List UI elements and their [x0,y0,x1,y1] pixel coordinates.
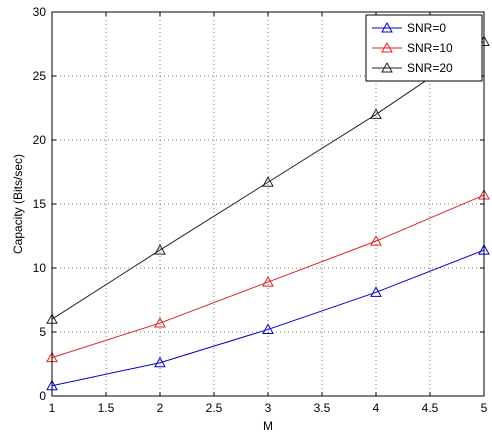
grid-lines [52,12,484,396]
data-point-marker [262,323,274,334]
y-tick-label: 0 [39,389,46,403]
x-tick-label: 4 [373,401,380,415]
legend-marker [381,21,393,33]
y-tick-label: 25 [33,69,47,83]
data-point-marker [154,356,166,368]
x-axis-ticks: 1 1.5 2 2.5 3 3.5 4 4.5 5 [49,12,488,415]
x-tick-label: 2.5 [206,401,223,415]
data-series [46,35,490,391]
legend-entry-label: SNR=10 [407,41,453,55]
series-line [51,194,485,359]
x-axis-label: M [263,419,273,433]
y-tick-label: 15 [33,197,47,211]
y-tick-label: 20 [33,133,47,147]
x-tick-label: 1.5 [98,401,115,415]
x-tick-label: 3 [265,401,272,415]
series-group [46,244,490,391]
data-point-marker [370,108,382,119]
series-line [51,41,485,320]
x-tick-label: 1 [49,401,56,415]
data-point-marker [370,235,382,246]
series-line [51,249,485,387]
y-tick-label: 30 [33,5,47,19]
x-tick-label: 5 [481,401,488,415]
y-axis-label: Capacity (Bits/sec) [11,154,25,254]
legend-marker [381,61,393,73]
data-point-marker [154,317,166,328]
legend-entry-label: SNR=0 [407,21,446,35]
x-tick-label: 3.5 [314,401,331,415]
legend: SNR=0 SNR=10 SNR=20 [365,14,483,82]
data-point-marker [262,276,274,287]
data-point-marker [154,244,166,255]
legend-entry-label: SNR=20 [407,61,453,75]
legend-marker [381,41,393,53]
plot-frame [51,11,485,397]
y-tick-label: 10 [33,261,47,275]
x-tick-label: 4.5 [422,401,439,415]
y-axis-ticks: 0 5 10 15 20 25 30 [33,5,484,403]
series-group [46,189,490,363]
data-point-marker [370,286,382,297]
data-point-marker [262,176,274,187]
y-tick-label: 5 [39,325,46,339]
x-tick-label: 2 [157,401,164,415]
